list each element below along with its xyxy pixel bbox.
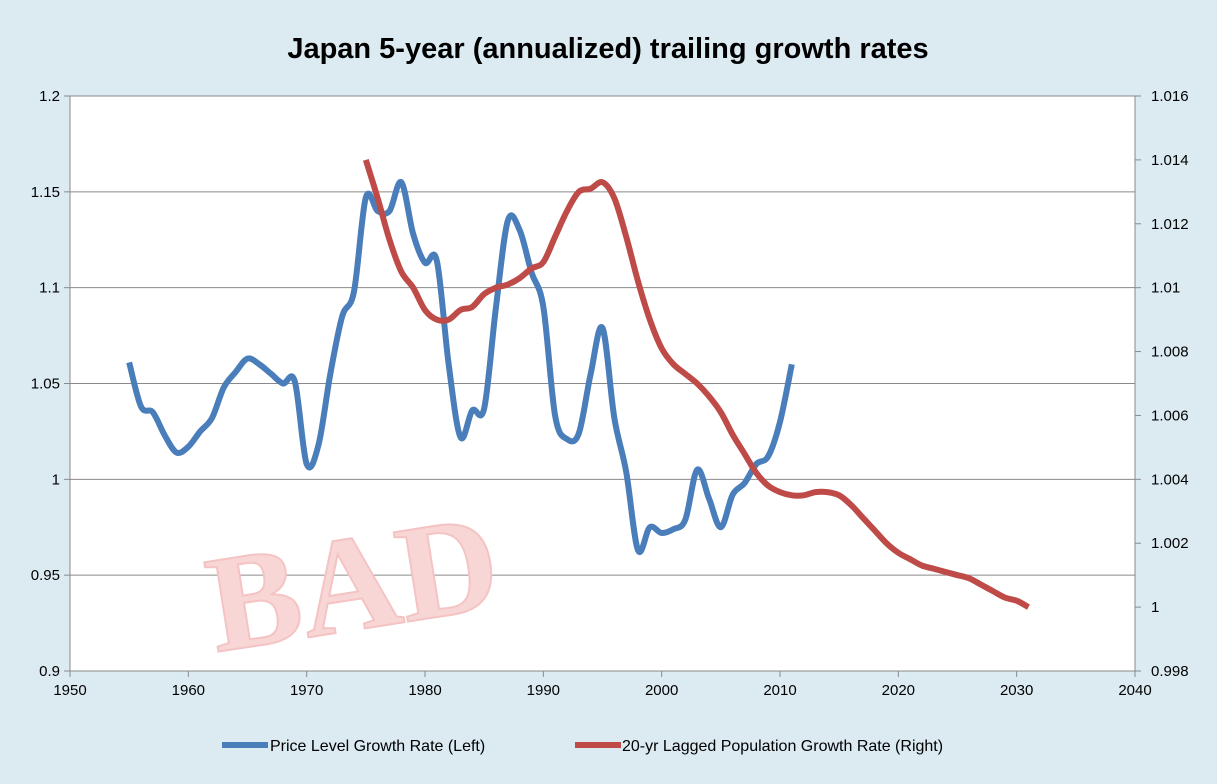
x-tick-label: 2040: [1118, 682, 1151, 699]
y-right-tick-label: 1.006: [1151, 407, 1189, 424]
y-right-tick-label: 1.01: [1151, 280, 1180, 297]
population-growth-series-line: [362, 159, 1030, 610]
y-right-tick-label: 1.016: [1151, 88, 1189, 105]
y-left-tick-label: 1: [52, 471, 60, 488]
price-level-series-line: [126, 179, 795, 556]
series-layer: [126, 159, 1030, 610]
y-left-tick-label: 1.1: [39, 280, 60, 297]
legend-label: 20-yr Lagged Population Growth Rate (Rig…: [622, 738, 943, 755]
x-tick-label: 2010: [763, 682, 796, 699]
y-right-tick-label: 1.014: [1151, 152, 1189, 169]
x-tick-label: 1960: [172, 682, 205, 699]
y-right-tick-label: 1.012: [1151, 216, 1189, 233]
y-left-tick-label: 1.05: [31, 376, 60, 393]
chart-title: Japan 5-year (annualized) trailing growt…: [287, 33, 928, 65]
legend: Price Level Growth Rate (Left) 20-yr Lagg…: [222, 738, 943, 755]
y-right-tick-label: 1.008: [1151, 344, 1189, 361]
x-tick-label: 1980: [408, 682, 441, 699]
y-right-tick-label: 1.002: [1151, 535, 1189, 552]
x-tick-label: 2000: [645, 682, 678, 699]
x-tick-label: 2030: [1000, 682, 1033, 699]
y-left-tick-label: 0.9: [39, 663, 60, 680]
x-tick-label: 1990: [527, 682, 560, 699]
y-right-tick-label: 1: [1151, 599, 1159, 616]
y-left-tick-label: 0.95: [31, 567, 60, 584]
x-tick-label: 2020: [882, 682, 915, 699]
y-right-tick-label: 1.004: [1151, 471, 1189, 488]
y-left-tick-label: 1.2: [39, 88, 60, 105]
x-tick-label: 1970: [290, 682, 323, 699]
legend-label: Price Level Growth Rate (Left): [270, 738, 485, 755]
axes: 0.9 0.95 1 1.05 1.1 1.15 1.2 0.998 1 1.002 1.004 1.…: [31, 88, 1189, 699]
y-left-tick-label: 1.15: [31, 184, 60, 201]
x-tick-label: 1950: [53, 682, 86, 699]
y-right-tick-label: 0.998: [1151, 663, 1189, 680]
